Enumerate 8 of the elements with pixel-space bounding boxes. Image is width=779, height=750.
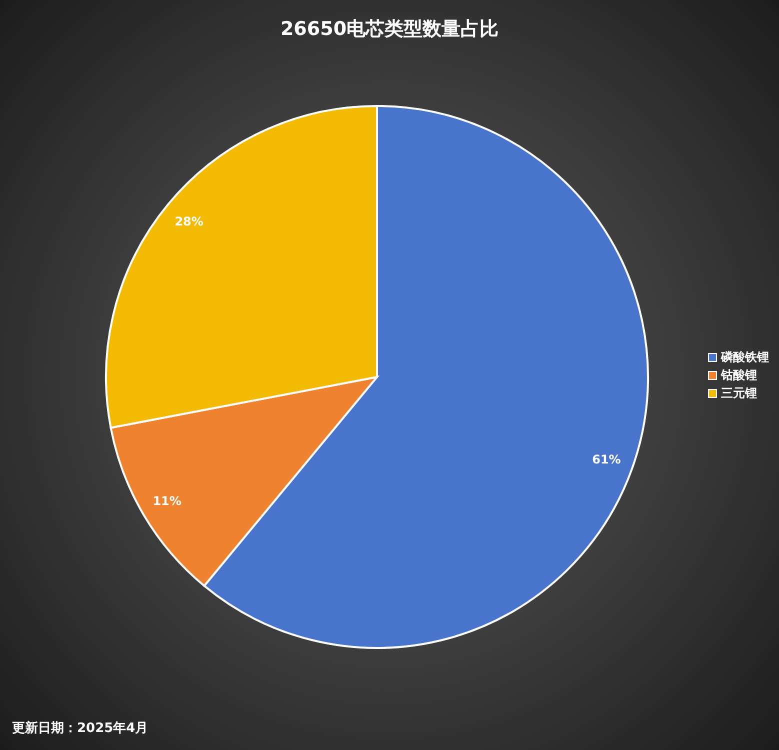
legend-label: 钴酸锂 — [721, 367, 757, 384]
legend-label: 磷酸铁锂 — [721, 349, 769, 366]
chart-title: 26650电芯类型数量占比 — [279, 17, 500, 42]
data-label: 61% — [592, 452, 621, 467]
data-label: 28% — [174, 214, 204, 229]
data-label: 11% — [152, 494, 182, 508]
legend-label: 三元锂 — [721, 385, 757, 402]
text: 更新日期：2025年4月 — [12, 720, 148, 738]
